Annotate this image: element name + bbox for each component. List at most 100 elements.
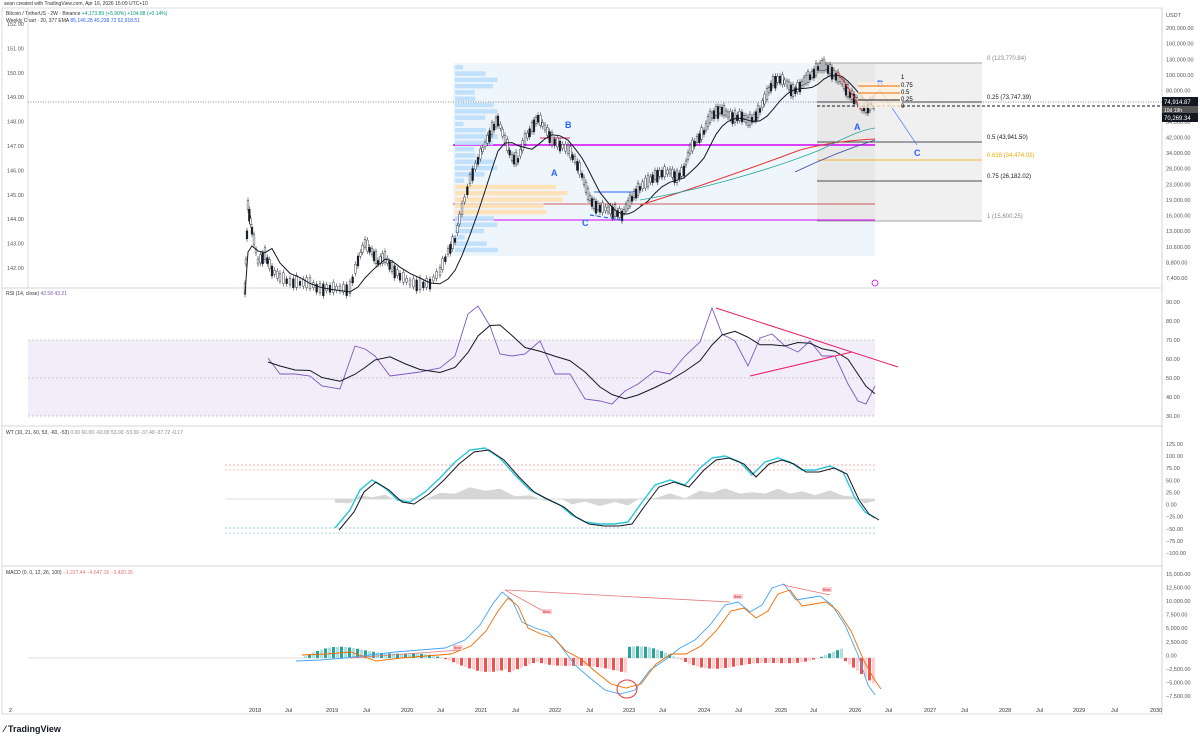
candle: [716, 106, 720, 119]
candle: [476, 156, 480, 165]
candle: [270, 265, 274, 277]
candle: [259, 254, 262, 264]
macd-axis[interactable]: 15,000.00 12,500.00 10,000.00 7,500.00 5,000…: [1166, 572, 1191, 700]
macd-bar: [404, 653, 407, 658]
candle: [398, 273, 402, 281]
rsi-ma-line[interactable]: [267, 324, 876, 400]
candle: [483, 141, 487, 148]
macd-bar: [696, 658, 699, 667]
left-axis-main[interactable]: 152.00 151.00 150.00 149.00 148.00 147.00 146.…: [7, 22, 24, 272]
candle: [816, 66, 820, 71]
axis-wt-label: 125.00: [1166, 442, 1183, 448]
candle: [361, 244, 364, 253]
macd-bar: [728, 658, 731, 668]
wt-axis[interactable]: 125.00 100.00 75.00 50.00 25.00 0.00 −25.00 −50…: [1166, 442, 1186, 557]
macd-histogram: [304, 646, 875, 684]
macd-bar: [412, 653, 415, 658]
macd-bar: [780, 658, 783, 664]
candle: [428, 278, 432, 290]
time-axis[interactable]: 2 2018 Jul 2019 Jul 2020 Jul 2021 Jul 2022 Jul 2023…: [9, 708, 1162, 714]
candle: [668, 168, 672, 175]
time-axis-label: Jul: [810, 708, 817, 714]
candle: [492, 124, 496, 131]
macd-bar: [688, 658, 691, 664]
candle: [722, 105, 726, 116]
macd-bar: [568, 658, 571, 666]
macd-bar: [840, 648, 843, 658]
candle: [408, 279, 412, 286]
axis-macd-label: 12,500.00: [1166, 586, 1190, 592]
volume-bar: [455, 115, 486, 120]
candle: [758, 108, 762, 113]
candle: [553, 139, 556, 146]
fib-levels[interactable]: 0 (123,770.84) 0.25 (73,747.39) 0.5 (43,94…: [817, 56, 1034, 222]
macd-bar: [456, 658, 459, 664]
candle: [698, 133, 701, 143]
candle: [641, 181, 644, 190]
volume-bar: [455, 209, 547, 215]
candle: [295, 275, 298, 288]
left-axis-label: 151.00: [7, 46, 24, 52]
candle: [712, 110, 716, 120]
macd-bar: [608, 658, 611, 670]
candle: [273, 270, 276, 275]
volume-bar: [455, 71, 486, 76]
volume-bar: [455, 146, 475, 152]
wt-legend[interactable]: WT (10, 21, 60, 53, -60, -53) 0.00 60.00…: [6, 430, 183, 436]
macd-bar: [740, 658, 743, 666]
macd-bar: [364, 650, 367, 658]
candle: [458, 213, 461, 225]
wt-line-1[interactable]: [334, 447, 876, 529]
candle: [634, 188, 638, 199]
candle: [422, 281, 425, 289]
rsi-axis[interactable]: 90.00 80.00 70.00 60.00 50.00 40.00 30.00: [1166, 300, 1180, 420]
candle: [506, 139, 509, 151]
wave-label-a-1: A: [551, 168, 558, 178]
symbol-label[interactable]: Bitcoin / TetherUS · 2W · Binance: [6, 11, 81, 17]
right-axis-main[interactable]: 200,000.00 160,000.00 130,000.00 100,000.00…: [1166, 26, 1194, 282]
right-axis-main-label: 80,000.00: [1166, 89, 1190, 95]
candle: [729, 110, 732, 120]
macd-line[interactable]: [295, 583, 876, 696]
candle: [695, 136, 699, 143]
left-axis-label: 147.00: [7, 144, 24, 150]
candle: [582, 177, 586, 185]
ema-blue-line[interactable]: [794, 139, 876, 173]
rsi-legend[interactable]: RSI (14, close) 42.58 43.21: [6, 291, 67, 297]
candle: [832, 70, 836, 77]
alert-icon[interactable]: [871, 279, 879, 287]
axis-rsi-label: 90.00: [1166, 300, 1180, 306]
rsi-triangle-lines[interactable]: [715, 307, 899, 377]
candle: [808, 74, 812, 80]
macd-bar: [628, 646, 631, 658]
wt-line-2[interactable]: [338, 449, 880, 531]
ema-20-line[interactable]: [244, 74, 876, 295]
wave-label-c-1: C: [582, 218, 589, 228]
axis-wt-label: 75.00: [1166, 466, 1180, 472]
fib-label: 0.618 (34,474.02): [987, 153, 1034, 159]
candle: [412, 278, 415, 288]
rsi-line[interactable]: [267, 305, 876, 405]
price-tag-last: 74,914.87: [1164, 100, 1191, 106]
candle: [564, 143, 567, 152]
macd-bar: [636, 646, 639, 658]
macd-bar: [592, 658, 595, 667]
macd-signal-line[interactable]: [301, 589, 882, 690]
candle: [569, 146, 572, 158]
macd-legend[interactable]: MACD (0, 0, 12, 26, 100) −1,227.44 −4,64…: [6, 570, 133, 576]
ema-label[interactable]: Weekly Chart · 20, 377 EMA: [6, 18, 69, 24]
candles[interactable]: [243, 56, 876, 299]
candle: [754, 111, 758, 121]
candle: [244, 258, 248, 265]
macd-bar: [324, 648, 327, 658]
candle: [415, 279, 418, 292]
macd-divergence-lines[interactable]: [504, 584, 831, 613]
macd-bar: [828, 653, 831, 658]
macd-bar: [700, 658, 703, 668]
macd-bar: [336, 646, 339, 658]
candle: [438, 267, 442, 276]
ema-green-line[interactable]: [639, 127, 876, 201]
candle: [578, 162, 581, 176]
macd-bar: [516, 658, 519, 670]
